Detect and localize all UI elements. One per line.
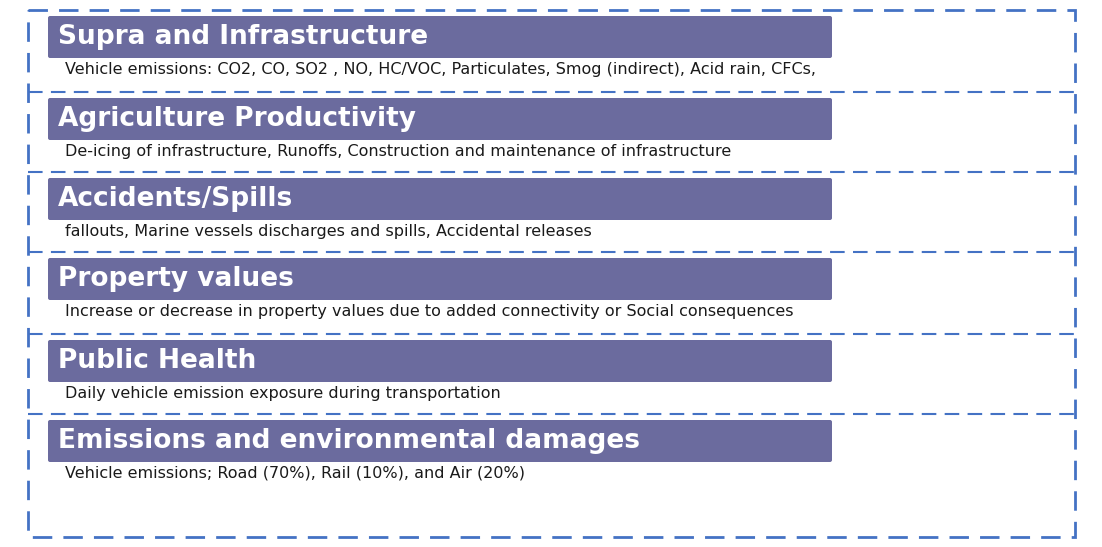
Text: Increase or decrease in property values due to added connectivity or Social cons: Increase or decrease in property values … [65,304,793,319]
FancyBboxPatch shape [48,178,832,220]
Text: fallouts, Marine vessels discharges and spills, Accidental releases: fallouts, Marine vessels discharges and … [65,224,592,239]
Text: Vehicle emissions; Road (70%), Rail (10%), and Air (20%): Vehicle emissions; Road (70%), Rail (10%… [65,466,525,481]
Text: Emissions and environmental damages: Emissions and environmental damages [58,428,640,454]
Text: Property values: Property values [58,266,294,292]
Text: Daily vehicle emission exposure during transportation: Daily vehicle emission exposure during t… [65,386,500,401]
Text: Vehicle emissions: CO2, CO, SO2 , NO, HC/VOC, Particulates, Smog (indirect), Aci: Vehicle emissions: CO2, CO, SO2 , NO, HC… [65,62,815,77]
Text: Agriculture Productivity: Agriculture Productivity [58,106,415,132]
FancyBboxPatch shape [48,420,832,462]
FancyBboxPatch shape [48,258,832,300]
FancyBboxPatch shape [48,340,832,382]
FancyBboxPatch shape [48,98,832,140]
Text: Accidents/Spills: Accidents/Spills [58,186,293,212]
FancyBboxPatch shape [48,16,832,58]
Text: Supra and Infrastructure: Supra and Infrastructure [58,24,428,50]
Text: Public Health: Public Health [58,348,257,374]
Text: De-icing of infrastructure, Runoffs, Construction and maintenance of infrastruct: De-icing of infrastructure, Runoffs, Con… [65,144,732,159]
